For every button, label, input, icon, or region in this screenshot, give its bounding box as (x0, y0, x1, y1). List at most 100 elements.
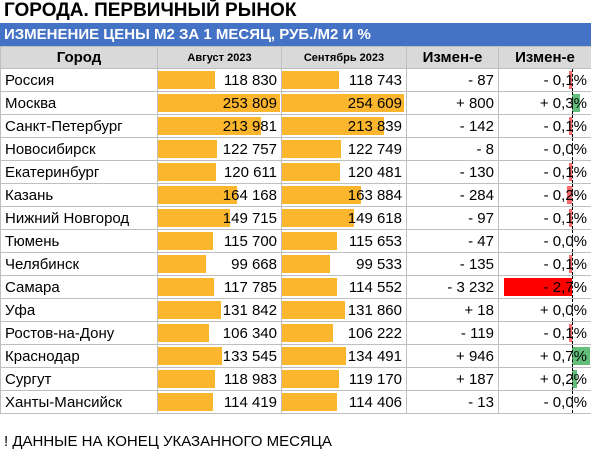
cell-september: 99 533 (281, 252, 407, 276)
cell-value: 99 668 (231, 255, 277, 273)
cell-value: 115 653 (348, 232, 402, 250)
value-bar (158, 71, 215, 89)
cell-value: 164 168 (222, 186, 277, 204)
value-bar (158, 209, 230, 227)
cell-august: 118 830 (157, 68, 282, 92)
value-bar (158, 370, 215, 388)
table-row: Челябинск 99 668 99 533- 135 - 0,1% (0, 252, 591, 276)
cell-city: Самара (0, 275, 158, 299)
cell-value: 114 406 (348, 393, 402, 411)
cell-city: Тюмень (0, 229, 158, 253)
cell-value: 119 170 (348, 370, 402, 388)
change-bar (572, 370, 577, 388)
cell-change-pct: - 0,1% (498, 206, 591, 230)
cell-september: 163 884 (281, 183, 407, 207)
cell-august: 164 168 (157, 183, 282, 207)
cell-city: Казань (0, 183, 158, 207)
value-bar (282, 255, 330, 273)
zero-axis (572, 69, 573, 91)
cell-september: 114 406 (281, 390, 407, 414)
cell-august: 106 340 (157, 321, 282, 345)
zero-axis (572, 391, 573, 413)
cell-value: - 0,1% (543, 209, 587, 227)
page-subtitle: ИЗМЕНЕНИЕ ЦЕНЫ М2 ЗА 1 МЕСЯЦ, РУБ./М2 И … (0, 23, 591, 46)
zero-axis (572, 299, 573, 321)
change-bar (572, 347, 590, 365)
change-bar (569, 71, 572, 89)
header-change-pct: Измен-е (498, 46, 591, 69)
cell-value: 134 491 (347, 347, 402, 365)
cell-value: 131 842 (222, 301, 277, 319)
zero-axis (572, 184, 573, 206)
cell-value: 118 830 (223, 71, 277, 89)
header-change-abs: Измен-е (406, 46, 499, 69)
value-bar (158, 278, 214, 296)
cell-september: 213 839 (281, 114, 407, 138)
cell-value: 115 700 (223, 232, 277, 250)
cell-value: 114 419 (223, 393, 277, 411)
cell-value: + 0,2% (539, 370, 587, 388)
cell-value: - 0,1% (543, 71, 587, 89)
cell-change-abs: - 142 (406, 114, 499, 138)
cell-value: - 0,1% (543, 324, 587, 342)
value-bar (158, 140, 217, 158)
table-row: Ростов-на-Дону 106 340 106 222- 119 - 0,1% (0, 321, 591, 345)
cell-change-abs: + 18 (406, 298, 499, 322)
zero-axis (572, 138, 573, 160)
value-bar (282, 370, 339, 388)
cell-august: 149 715 (157, 206, 282, 230)
cell-city: Новосибирск (0, 137, 158, 161)
cell-value: 213 839 (347, 117, 402, 135)
cell-city: Сургут (0, 367, 158, 391)
value-bar (282, 232, 337, 250)
cell-value: 117 785 (223, 278, 277, 296)
cell-value: 122 749 (347, 140, 402, 158)
cell-value: + 0,7% (539, 347, 587, 365)
table-row: Екатеринбург 120 611 120 481- 130 - 0,1% (0, 160, 591, 184)
cell-august: 133 545 (157, 344, 282, 368)
value-bar (282, 347, 346, 365)
value-bar (282, 209, 354, 227)
change-bar (572, 94, 580, 112)
zero-axis (572, 92, 573, 114)
value-bar (282, 278, 337, 296)
cell-change-pct: - 0,0% (498, 137, 591, 161)
page-title: ГОРОДА. ПЕРВИЧНЫЙ РЫНОК (0, 0, 591, 22)
value-bar (158, 186, 237, 204)
table-row: Сургут 118 983 119 170 + 187 + 0,2% (0, 367, 591, 391)
cell-value: - 2,7% (543, 278, 587, 296)
table-header-row: Город Август 2023 Сентябрь 2023 Измен-е … (0, 46, 591, 69)
value-bar (158, 324, 209, 342)
cell-september: 115 653 (281, 229, 407, 253)
cell-september: 134 491 (281, 344, 407, 368)
price-table: Город Август 2023 Сентябрь 2023 Измен-е … (0, 46, 591, 414)
zero-axis (572, 115, 573, 137)
cell-value: - 0,1% (543, 163, 587, 181)
value-bar (158, 301, 221, 319)
value-bar (158, 117, 261, 135)
cell-value: - 0,1% (543, 117, 587, 135)
cell-change-pct: + 0,2% (498, 367, 591, 391)
cell-city: Санкт-Петербург (0, 114, 158, 138)
cell-change-abs: - 13 (406, 390, 499, 414)
cell-change-abs: - 130 (406, 160, 499, 184)
table-row: Краснодар 133 545 134 491 + 946 + 0,7% (0, 344, 591, 368)
value-bar (158, 393, 213, 411)
table-row: Санкт-Петербург 213 981 213 839- 142 - 0,1% (0, 114, 591, 138)
header-september: Сентябрь 2023 (281, 46, 407, 69)
cell-change-abs: - 47 (406, 229, 499, 253)
cell-change-pct: + 0,3% (498, 91, 591, 115)
zero-axis (572, 368, 573, 390)
change-bar (569, 255, 572, 273)
cell-city: Нижний Новгород (0, 206, 158, 230)
cell-value: 254 609 (347, 94, 402, 112)
cell-value: - 0,1% (543, 255, 587, 273)
value-bar (282, 94, 404, 112)
cell-value: 213 981 (222, 117, 277, 135)
cell-city: Краснодар (0, 344, 158, 368)
cell-change-pct: - 0,1% (498, 252, 591, 276)
change-bar (569, 117, 572, 135)
cell-august: 253 809 (157, 91, 282, 115)
cell-august: 213 981 (157, 114, 282, 138)
header-august: Август 2023 (157, 46, 282, 69)
